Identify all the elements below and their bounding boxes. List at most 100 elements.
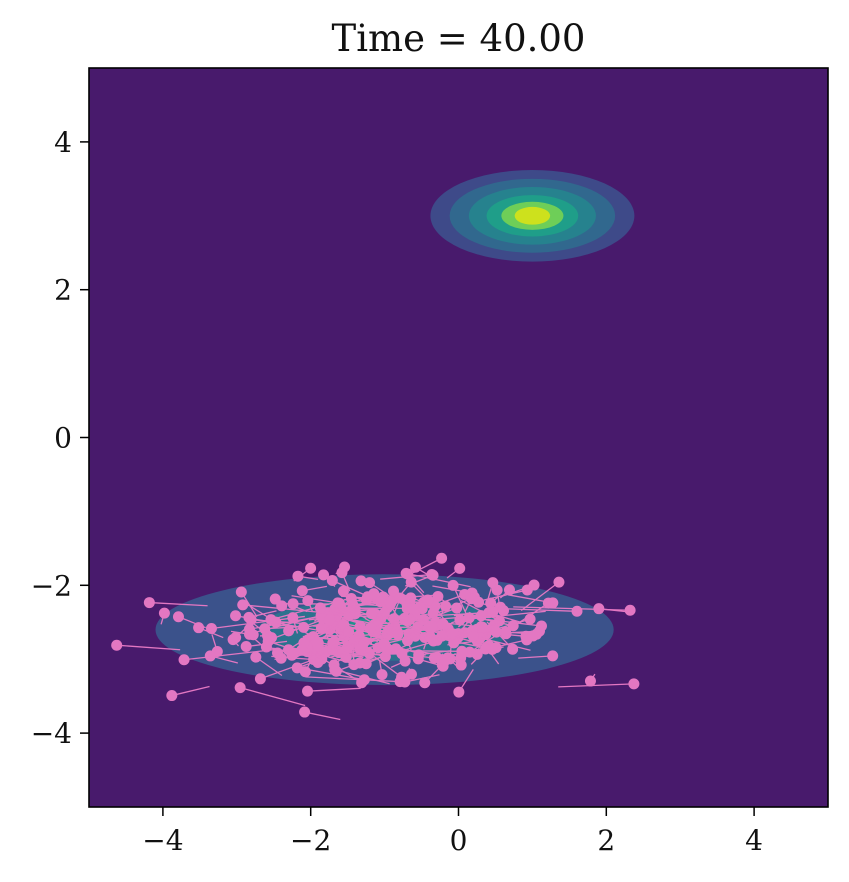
particle-trail [211,615,305,630]
particle-point [336,567,348,579]
particle-trail [344,598,391,605]
particle-point [553,576,565,588]
particle [483,626,502,638]
particle-point [447,579,459,591]
particle [329,633,366,655]
y-tick-label: 2 [54,274,72,307]
particle-point [234,682,246,694]
particle-trail [391,628,493,650]
particle [440,600,452,616]
particle-trail [116,644,181,651]
particle-point [269,593,281,605]
particle-point [240,641,252,653]
particle-point [447,628,459,640]
particle-point [454,562,466,574]
particle-trail [325,659,362,684]
particle-trail [311,630,398,657]
particle-point [343,626,355,638]
particle-point [437,618,449,630]
particle-layer [111,552,640,721]
particle-point [296,644,308,656]
particle-point [456,648,468,660]
particle-point [358,674,370,686]
particle-trail [239,686,306,707]
particle [472,643,492,655]
particle-point [571,605,583,617]
particle-trail [452,585,473,626]
particle-trail [264,625,305,630]
particle-point [211,646,223,658]
particle-trail [268,617,328,641]
y-tick-label: 0 [54,422,72,455]
chart-title: Time = 40.00 [332,17,586,60]
particle-point [326,575,338,587]
particle [437,618,449,631]
particle [299,706,341,721]
particle [158,607,170,625]
particle-trail [500,584,535,598]
particle-point [374,596,386,608]
x-tick-label: −4 [142,824,183,857]
particle [593,603,629,615]
particle [323,614,335,628]
particle-trail [306,631,349,635]
particle [471,636,484,660]
particle-trail [520,581,560,612]
particle-trail [558,683,634,688]
particle-trail [393,611,493,619]
particle-point [259,623,271,635]
particle-point [292,570,304,582]
particle [293,666,370,686]
particle-point [419,677,431,689]
particle-point [448,637,460,649]
particle [318,569,336,588]
particle-point [387,585,399,597]
particle-trail [301,649,369,669]
particle [439,589,471,605]
particle [432,591,461,614]
particle [274,652,287,664]
particle-point [428,652,440,664]
particle-point [275,652,287,664]
particle-trail [336,615,370,626]
particle-point [584,675,596,687]
particle-point [178,654,190,666]
particle-trail [343,595,381,603]
particle [211,634,223,658]
particle [497,634,533,648]
particle-point [487,606,499,618]
particle-trail [291,653,379,656]
particle-trail [242,604,390,620]
particle [405,668,417,680]
particle-point [296,585,308,597]
particle [477,621,498,633]
particle-point [500,626,512,638]
particle-point [314,602,326,614]
particle-point [111,639,123,651]
particle-trail [304,711,341,721]
particle [234,682,306,707]
particle [412,653,424,665]
particle-point [265,614,277,626]
particle [292,570,319,582]
particle-point [263,634,275,646]
particle [518,650,559,662]
particle [448,637,460,649]
particle [520,576,565,612]
particle-trail [329,633,361,650]
particle-trail [318,640,365,647]
particle [391,603,419,623]
particle-trail [379,615,482,625]
particle-point [473,596,485,608]
particle [243,610,277,623]
particle-point [407,603,419,615]
particle [584,673,596,687]
particle-trail [183,648,276,661]
particle-point [287,647,299,659]
particle-point [394,592,406,604]
particle [405,620,438,638]
particle-point [243,611,255,623]
particle-point [471,648,483,660]
particle-point [323,614,335,626]
